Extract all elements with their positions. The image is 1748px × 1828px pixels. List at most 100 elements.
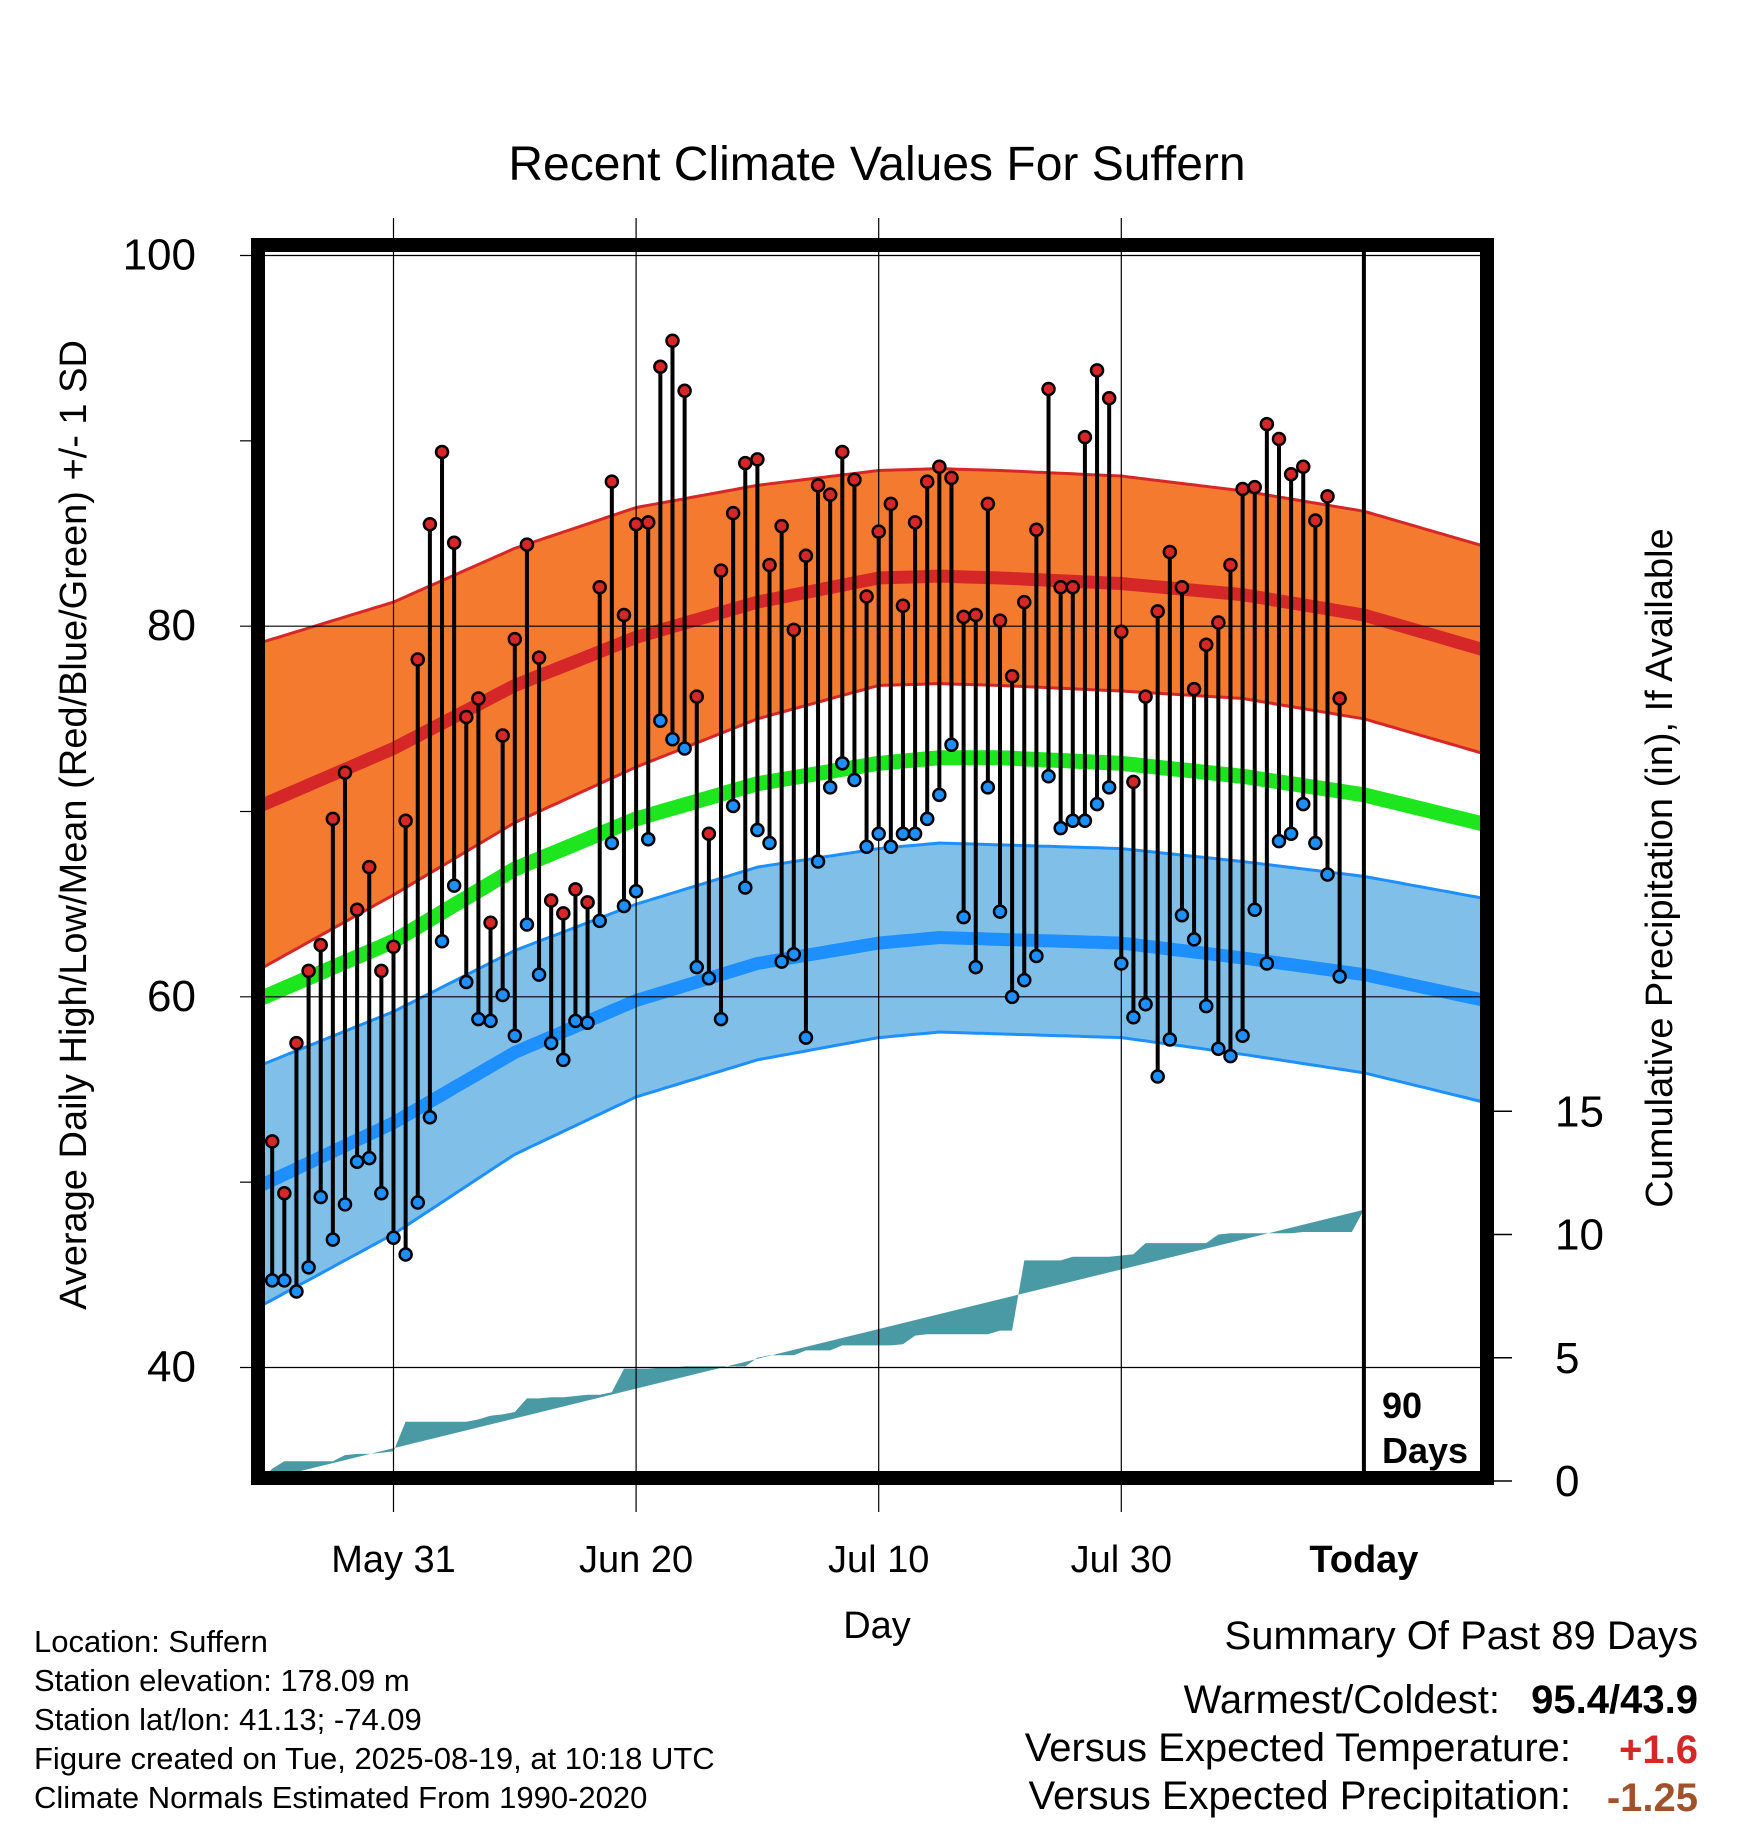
daily-low-point	[750, 822, 765, 838]
daily-low-point	[568, 1013, 583, 1029]
daily-low-point	[1101, 780, 1117, 795]
warm-cold-label: Warmest/Coldest:	[1183, 1678, 1500, 1722]
daily-low-point	[847, 772, 862, 788]
location-text: Location: Suffern	[34, 1624, 268, 1659]
daily-high-point	[410, 652, 426, 667]
daily-low-point	[1065, 813, 1081, 829]
daily-high-point	[264, 1134, 280, 1149]
daily-high-point	[422, 516, 438, 532]
y2-axis-label: Cumulative Precipitation (in), If Availa…	[1639, 528, 1681, 1207]
daily-high-point	[495, 728, 510, 743]
daily-low-point	[410, 1195, 426, 1210]
daily-high-point	[1174, 579, 1190, 595]
daily-low-point	[859, 839, 874, 854]
daily-low-point	[786, 946, 802, 962]
daily-high-point	[1150, 604, 1165, 619]
vs-precip-value: -1.25	[1606, 1776, 1698, 1820]
daily-low-point	[980, 780, 996, 795]
daily-low-point	[507, 1028, 523, 1044]
daily-low-point	[822, 780, 838, 795]
daily-low-point	[386, 1230, 401, 1246]
daily-low-point	[1320, 867, 1335, 882]
elevation-text: Station elevation: 178.09 m	[34, 1663, 410, 1698]
daily-low-point	[1211, 1041, 1226, 1056]
y2-tick-label: 10	[1555, 1211, 1604, 1260]
daily-low-point	[471, 1011, 486, 1027]
daily-high-point	[1077, 429, 1093, 445]
daily-high-point	[616, 607, 632, 623]
x-tick-label: May 31	[331, 1539, 456, 1581]
daily-low-point	[653, 713, 668, 728]
daily-low-point	[1259, 956, 1275, 971]
daily-low-point	[325, 1232, 341, 1247]
daily-low-point	[628, 883, 644, 899]
daily-high-point	[871, 524, 886, 539]
daily-low-point	[677, 741, 692, 756]
x-tick-label: Jul 30	[1071, 1539, 1172, 1581]
daily-high-point	[1029, 522, 1044, 538]
normals-text: Climate Normals Estimated From 1990-2020	[34, 1780, 648, 1815]
daily-low-point	[531, 967, 547, 982]
daily-high-point	[1065, 579, 1081, 595]
daily-low-point	[459, 974, 474, 990]
daily-low-point	[774, 954, 789, 969]
daily-high-point	[968, 607, 983, 623]
daily-high-point	[1004, 668, 1020, 684]
low-sd-lower-edge	[254, 1030, 1486, 1308]
daily-low-point	[519, 917, 535, 932]
daily-high-point	[337, 765, 353, 780]
warm-cold-value: 95.4/43.9	[1531, 1678, 1698, 1722]
daily-low-point	[1053, 820, 1068, 836]
daily-high-point	[1259, 416, 1275, 432]
daily-low-point	[992, 904, 1008, 919]
daily-low-point	[543, 1035, 559, 1051]
daily-high-point	[543, 893, 559, 908]
axes: 40 60 80 100 0 5 10 15 May 31 Jun 20 Jul 10 Jul 30 T…	[123, 231, 1604, 1582]
daily-low-point	[374, 1186, 389, 1201]
daily-low-point	[1114, 956, 1129, 971]
daily-high-point	[313, 937, 328, 953]
daily-high-point	[992, 613, 1008, 628]
latlon-text: Station lat/lon: 41.13; -74.09	[34, 1702, 422, 1737]
x-axis-label: Day	[843, 1605, 911, 1647]
daily-low-point	[1198, 998, 1214, 1014]
daily-high-point	[798, 548, 814, 563]
daily-low-point	[835, 756, 850, 771]
daily-high-point	[592, 579, 607, 595]
daily-high-point	[434, 444, 450, 460]
daily-high-point	[1283, 466, 1299, 482]
daily-low-point	[556, 1052, 571, 1068]
daily-low-point	[665, 731, 680, 747]
daily-low-point	[277, 1273, 292, 1288]
daily-high-point	[932, 459, 947, 475]
today-label-line1: 90	[1382, 1385, 1422, 1426]
x-tick-label: Jul 10	[828, 1539, 929, 1581]
daily-low-point	[1126, 1009, 1141, 1025]
daily-observations	[264, 333, 1347, 1299]
y2-tick-label: 15	[1555, 1087, 1604, 1136]
daily-low-point	[968, 959, 983, 975]
daily-high-point	[556, 906, 571, 921]
daily-low-point	[1296, 796, 1311, 812]
summary-title: Summary Of Past 89 Days	[1224, 1614, 1698, 1658]
daily-high-point	[507, 631, 523, 647]
daily-low-point	[883, 839, 899, 854]
daily-high-point	[847, 472, 862, 488]
daily-high-point	[361, 859, 377, 875]
daily-low-point	[956, 909, 971, 925]
daily-high-point	[677, 383, 692, 399]
daily-high-point	[568, 882, 583, 897]
daily-high-point	[519, 537, 535, 552]
vs-temp-value: +1.6	[1619, 1728, 1698, 1772]
chart-title: Recent Climate Values For Suffern	[508, 138, 1245, 191]
daily-low-point	[871, 826, 886, 841]
plot-frame	[251, 238, 1494, 1485]
daily-high-point	[1186, 681, 1202, 697]
daily-high-point	[531, 650, 547, 665]
daily-high-point	[786, 622, 802, 638]
daily-low-point	[1029, 948, 1044, 964]
daily-high-point	[883, 496, 899, 512]
precipitation-area	[260, 1209, 1364, 1481]
daily-high-point	[980, 496, 996, 512]
y-tick-label: 80	[147, 601, 196, 650]
